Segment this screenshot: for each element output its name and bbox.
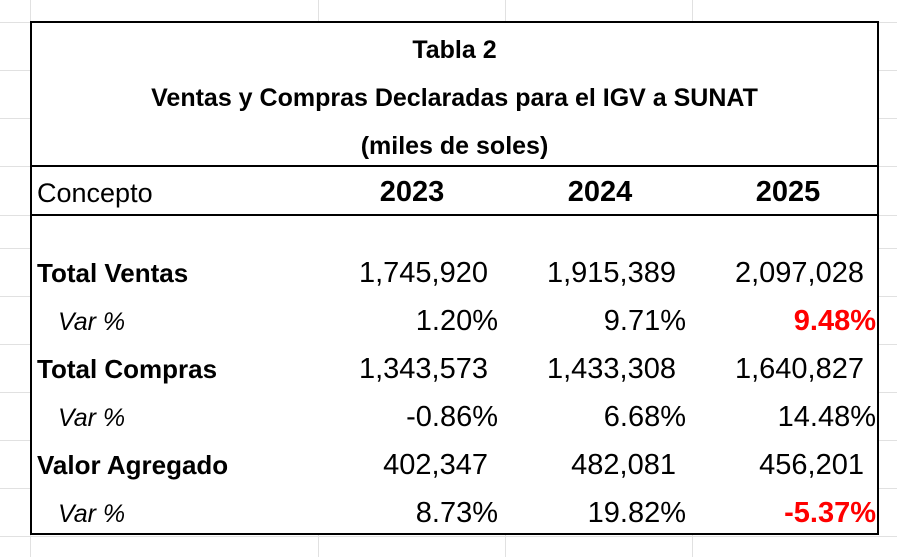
header-concept: Concepto (37, 178, 153, 208)
table-border (30, 21, 879, 535)
row-label-var: Var % (58, 308, 126, 336)
row-label-var: Var % (58, 500, 126, 528)
table-cell: 456,201 (759, 449, 864, 481)
table-cell: 6.68% (603, 401, 686, 433)
table-cell: 1,640,827 (734, 353, 864, 385)
table-cell: -0.86% (406, 401, 498, 433)
table-cell: 9.71% (603, 305, 686, 337)
table-cell: 2,097,028 (734, 257, 864, 289)
header-year: 2025 (755, 176, 821, 208)
table-subtitle: (miles de soles) (360, 132, 549, 160)
row-label: Total Ventas (37, 258, 189, 288)
table-cell: 8.73% (415, 497, 498, 529)
table-number: Tabla 2 (412, 36, 497, 64)
header-year: 2023 (379, 176, 445, 208)
table-cell: 1.20% (415, 305, 498, 337)
table-cell: -5.37% (784, 497, 876, 529)
header-divider (30, 214, 879, 216)
header-year: 2024 (567, 176, 633, 208)
table-cell: 14.48% (777, 401, 876, 433)
table-cell: 1,433,308 (546, 353, 676, 385)
title-divider (30, 165, 879, 167)
row-label: Valor Agregado (37, 450, 229, 480)
table-cell: 1,343,573 (358, 353, 488, 385)
table-cell: 482,081 (571, 449, 676, 481)
table-cell: 1,745,920 (358, 257, 488, 289)
gridline (0, 536, 897, 537)
table-title: Ventas y Compras Declaradas para el IGV … (151, 84, 758, 112)
row-label: Total Compras (37, 354, 218, 384)
table-cell: 1,915,389 (546, 257, 676, 289)
table-cell: 402,347 (383, 449, 488, 481)
row-label-var: Var % (58, 404, 126, 432)
table-cell: 9.48% (793, 305, 876, 337)
table-cell: 19.82% (587, 497, 686, 529)
